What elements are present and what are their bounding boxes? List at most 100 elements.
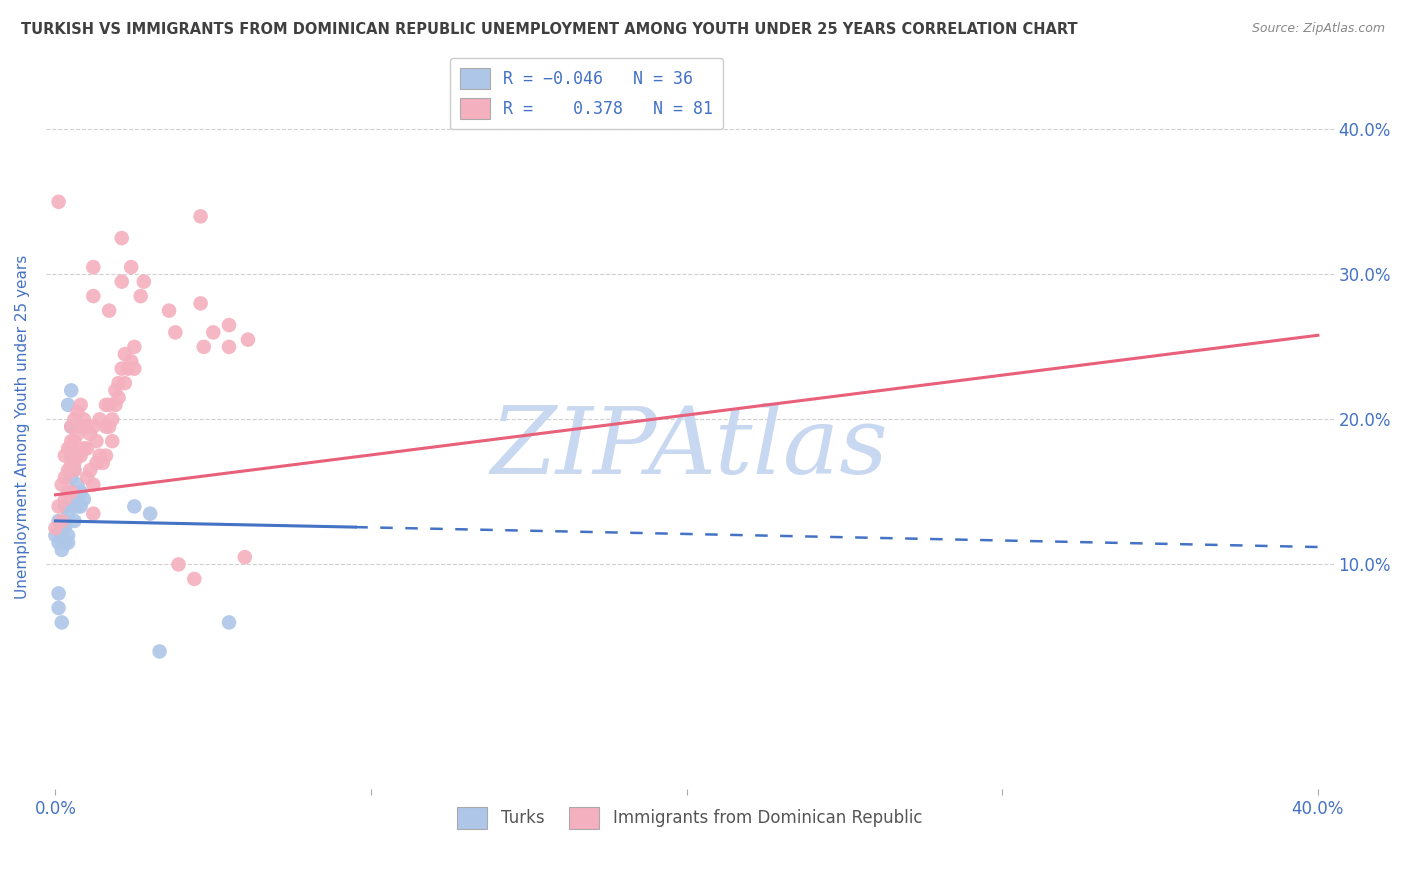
Point bbox=[124, 340, 146, 354]
Point bbox=[82, 289, 104, 303]
Point bbox=[86, 434, 108, 449]
Point bbox=[120, 354, 142, 368]
Point bbox=[60, 384, 83, 398]
Point bbox=[48, 601, 70, 615]
Point bbox=[86, 456, 108, 470]
Point bbox=[82, 260, 104, 274]
Point bbox=[60, 484, 83, 499]
Point bbox=[89, 449, 111, 463]
Point bbox=[56, 484, 79, 499]
Point bbox=[236, 333, 259, 347]
Point bbox=[124, 500, 146, 514]
Point bbox=[79, 426, 101, 441]
Point bbox=[53, 514, 76, 528]
Point bbox=[69, 419, 91, 434]
Point bbox=[44, 528, 66, 542]
Point bbox=[51, 528, 73, 542]
Point bbox=[91, 456, 114, 470]
Point bbox=[79, 463, 101, 477]
Point bbox=[101, 434, 124, 449]
Point bbox=[193, 340, 215, 354]
Point bbox=[56, 463, 79, 477]
Point bbox=[60, 419, 83, 434]
Point bbox=[63, 434, 86, 449]
Point bbox=[114, 376, 136, 391]
Point bbox=[66, 449, 89, 463]
Point bbox=[48, 535, 70, 549]
Point bbox=[56, 398, 79, 412]
Point bbox=[218, 615, 240, 630]
Point bbox=[132, 275, 155, 289]
Point bbox=[66, 477, 89, 491]
Point bbox=[82, 477, 104, 491]
Point bbox=[98, 303, 121, 318]
Point bbox=[60, 463, 83, 477]
Point bbox=[60, 434, 83, 449]
Point bbox=[111, 275, 134, 289]
Point bbox=[165, 326, 187, 340]
Point bbox=[56, 442, 79, 456]
Point bbox=[51, 477, 73, 491]
Point bbox=[104, 384, 127, 398]
Point bbox=[124, 361, 146, 376]
Point bbox=[63, 463, 86, 477]
Point bbox=[66, 492, 89, 507]
Point bbox=[69, 500, 91, 514]
Point bbox=[60, 456, 83, 470]
Point bbox=[76, 442, 98, 456]
Point bbox=[51, 514, 73, 528]
Point bbox=[104, 398, 127, 412]
Point bbox=[48, 500, 70, 514]
Point bbox=[63, 463, 86, 477]
Text: ZIPAtlas: ZIPAtlas bbox=[491, 403, 889, 493]
Point bbox=[89, 412, 111, 426]
Point bbox=[167, 558, 190, 572]
Point bbox=[107, 391, 129, 405]
Point bbox=[149, 644, 172, 658]
Point bbox=[101, 412, 124, 426]
Point bbox=[190, 210, 212, 224]
Point bbox=[98, 419, 121, 434]
Point bbox=[53, 500, 76, 514]
Point bbox=[53, 470, 76, 484]
Point bbox=[60, 470, 83, 484]
Text: Source: ZipAtlas.com: Source: ZipAtlas.com bbox=[1251, 22, 1385, 36]
Point bbox=[94, 449, 117, 463]
Point bbox=[183, 572, 205, 586]
Point bbox=[63, 412, 86, 426]
Point bbox=[53, 521, 76, 535]
Point bbox=[73, 412, 96, 426]
Point bbox=[66, 426, 89, 441]
Point bbox=[120, 260, 142, 274]
Text: TURKISH VS IMMIGRANTS FROM DOMINICAN REPUBLIC UNEMPLOYMENT AMONG YOUTH UNDER 25 : TURKISH VS IMMIGRANTS FROM DOMINICAN REP… bbox=[21, 22, 1078, 37]
Point bbox=[48, 514, 70, 528]
Point bbox=[82, 507, 104, 521]
Point bbox=[60, 484, 83, 499]
Point bbox=[53, 449, 76, 463]
Point bbox=[73, 492, 96, 507]
Point bbox=[69, 449, 91, 463]
Point bbox=[63, 456, 86, 470]
Point bbox=[56, 507, 79, 521]
Point bbox=[233, 550, 256, 565]
Point bbox=[218, 318, 240, 332]
Point bbox=[82, 419, 104, 434]
Point bbox=[44, 521, 66, 535]
Point bbox=[53, 492, 76, 507]
Point bbox=[56, 528, 79, 542]
Point bbox=[129, 289, 152, 303]
Y-axis label: Unemployment Among Youth under 25 years: Unemployment Among Youth under 25 years bbox=[15, 254, 30, 599]
Point bbox=[51, 521, 73, 535]
Point bbox=[76, 470, 98, 484]
Point bbox=[63, 449, 86, 463]
Point bbox=[51, 542, 73, 557]
Point bbox=[66, 500, 89, 514]
Point bbox=[48, 194, 70, 209]
Point bbox=[94, 398, 117, 412]
Point bbox=[94, 419, 117, 434]
Point bbox=[63, 500, 86, 514]
Point bbox=[107, 376, 129, 391]
Point bbox=[111, 361, 134, 376]
Point bbox=[51, 615, 73, 630]
Point bbox=[60, 449, 83, 463]
